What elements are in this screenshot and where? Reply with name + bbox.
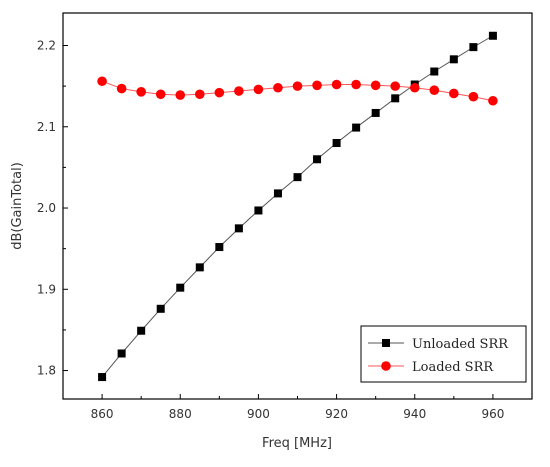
data-point-unloaded-900 xyxy=(254,206,263,215)
data-point-loaded-950 xyxy=(449,88,459,99)
data-point-loaded-915 xyxy=(312,80,322,91)
data-point-loaded-905 xyxy=(273,82,283,93)
data-point-loaded-870 xyxy=(136,87,146,97)
data-point-loaded-960 xyxy=(488,95,498,106)
data-point-unloaded-910 xyxy=(293,173,302,182)
data-point-unloaded-950 xyxy=(449,55,458,64)
y-tick-label-2.1: 2.1 xyxy=(37,120,56,134)
data-point-loaded-910 xyxy=(292,81,303,91)
legend-marker-loaded xyxy=(381,361,391,371)
data-point-loaded-935 xyxy=(390,81,401,91)
y-tick-label-2: 2.0 xyxy=(37,201,56,215)
legend-label-loaded: Loaded SRR xyxy=(412,360,494,375)
data-point-loaded-945 xyxy=(429,85,440,95)
data-point-loaded-865 xyxy=(116,83,127,94)
data-point-unloaded-930 xyxy=(371,108,380,117)
data-point-unloaded-870 xyxy=(137,326,146,335)
data-point-unloaded-880 xyxy=(176,283,185,292)
y-tick-label-2.2: 2.2 xyxy=(37,39,56,53)
legend-marker-unloaded xyxy=(382,339,390,347)
x-tick-label-960: 960 xyxy=(481,407,504,421)
data-point-unloaded-860 xyxy=(98,373,107,382)
x-tick-label-900: 900 xyxy=(247,407,270,421)
y-axis-ticks: 1.8 1.9 2.0 2.1 2.2 xyxy=(37,39,68,378)
x-tick-label-880: 880 xyxy=(169,407,192,421)
data-point-loaded-925 xyxy=(351,79,361,90)
x-tick-label-920: 920 xyxy=(325,407,348,421)
data-point-loaded-930 xyxy=(370,80,381,91)
data-point-unloaded-905 xyxy=(273,189,282,198)
legend-box xyxy=(360,325,527,383)
data-point-unloaded-885 xyxy=(195,263,204,272)
data-point-unloaded-935 xyxy=(391,94,400,103)
data-point-loaded-900 xyxy=(253,84,264,95)
data-point-unloaded-925 xyxy=(352,123,361,132)
data-point-unloaded-865 xyxy=(117,349,126,358)
data-point-loaded-875 xyxy=(155,89,166,100)
y-axis-title: dB(GainTotal) xyxy=(10,162,25,250)
data-point-unloaded-890 xyxy=(215,243,224,252)
data-point-loaded-955 xyxy=(468,91,479,102)
x-tick-label-860: 860 xyxy=(91,407,114,421)
data-point-loaded-895 xyxy=(234,86,244,96)
x-tick-label-940: 940 xyxy=(403,407,426,421)
data-point-loaded-880 xyxy=(175,90,186,100)
data-point-unloaded-895 xyxy=(234,224,243,233)
x-axis-ticks: 860 880 900 920 940 960 xyxy=(91,394,504,421)
data-point-loaded-860 xyxy=(97,76,107,87)
data-point-unloaded-915 xyxy=(313,155,322,164)
legend: Unloaded SRR Loaded SRR xyxy=(360,325,527,383)
data-point-loaded-920 xyxy=(331,79,342,90)
data-point-loaded-890 xyxy=(214,87,225,98)
y-tick-label-1.8: 1.8 xyxy=(37,364,56,378)
data-point-unloaded-955 xyxy=(469,43,478,52)
x-axis-title: Freq [MHz] xyxy=(262,436,332,451)
y-tick-label-1.9: 1.9 xyxy=(37,282,56,296)
legend-label-unloaded: Unloaded SRR xyxy=(412,337,509,352)
data-point-unloaded-875 xyxy=(156,304,165,313)
data-point-loaded-940 xyxy=(409,82,420,93)
data-point-unloaded-920 xyxy=(332,139,341,148)
data-point-unloaded-960 xyxy=(488,31,497,40)
series-layer xyxy=(97,31,498,382)
data-point-loaded-885 xyxy=(194,89,205,100)
data-point-unloaded-945 xyxy=(430,67,439,76)
